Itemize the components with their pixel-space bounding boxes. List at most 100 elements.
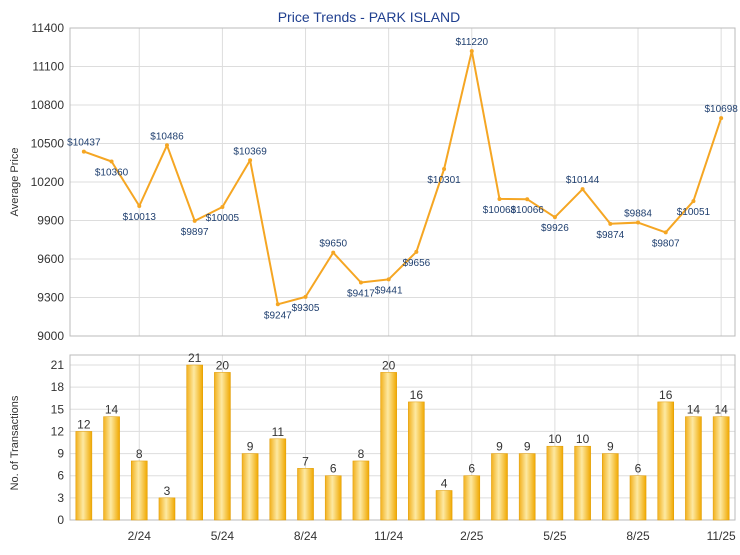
price-data-label: $9656 bbox=[402, 258, 430, 269]
price-data-label: $10698 bbox=[704, 104, 738, 115]
transaction-data-label: 9 bbox=[524, 440, 531, 454]
price-data-label: $10066 bbox=[511, 205, 545, 216]
transaction-bar bbox=[629, 475, 647, 521]
price-point bbox=[414, 249, 419, 254]
transaction-bar bbox=[380, 372, 397, 521]
x-tick-label: 8/24 bbox=[294, 529, 318, 543]
price-point bbox=[303, 294, 308, 299]
price-data-label: $9874 bbox=[596, 230, 624, 241]
price-data-label: $10144 bbox=[566, 175, 600, 186]
price-point bbox=[248, 158, 253, 163]
price-point bbox=[109, 159, 114, 164]
line-y-tick-label: 9900 bbox=[37, 214, 64, 228]
price-data-label: $9650 bbox=[319, 239, 347, 250]
transaction-bar bbox=[408, 401, 425, 521]
bar-y-axis-label: No. of Transactions bbox=[9, 395, 21, 490]
price-data-label: $10437 bbox=[67, 138, 101, 149]
price-line-panel: 9000 9300 9600 9900 10200 10500 10800 11100 1140… bbox=[31, 21, 739, 343]
price-point bbox=[442, 167, 447, 172]
bar-y-tick-label: 21 bbox=[51, 358, 65, 372]
line-plot-frame bbox=[69, 27, 736, 337]
x-tick-label: 11/25 bbox=[707, 529, 736, 543]
price-data-label: $10369 bbox=[233, 146, 267, 157]
price-data-label: $11220 bbox=[455, 37, 488, 48]
transaction-bar bbox=[324, 475, 342, 521]
transaction-bar bbox=[712, 416, 730, 521]
price-data-label: $10068 bbox=[483, 205, 517, 216]
price-point bbox=[469, 49, 474, 54]
price-point bbox=[663, 230, 668, 235]
bar-y-tick-label: 6 bbox=[57, 469, 64, 483]
x-tick-label: 11/24 bbox=[374, 529, 403, 543]
price-point bbox=[81, 149, 86, 154]
price-data-label: $9247 bbox=[264, 310, 292, 321]
line-y-tick-label: 10800 bbox=[31, 98, 65, 112]
price-point bbox=[719, 116, 724, 121]
line-y-tick-label: 11100 bbox=[32, 60, 64, 74]
price-data-label: $9441 bbox=[375, 285, 403, 296]
price-point bbox=[137, 203, 142, 208]
transaction-data-label: 12 bbox=[77, 417, 91, 431]
price-data-label: $10301 bbox=[427, 175, 461, 186]
transaction-data-label: 10 bbox=[576, 432, 590, 446]
transaction-bar bbox=[518, 453, 536, 521]
transaction-data-label: 6 bbox=[330, 462, 337, 476]
price-data-label: $9884 bbox=[624, 209, 652, 220]
line-y-tick-label: 11400 bbox=[32, 21, 65, 35]
bar-y-tick-label: 15 bbox=[51, 402, 65, 416]
transaction-bar bbox=[602, 453, 619, 521]
transaction-bar bbox=[546, 445, 564, 521]
transaction-bar bbox=[657, 401, 675, 521]
bar-y-tick-label: 9 bbox=[57, 447, 64, 461]
transaction-data-label: 6 bbox=[468, 462, 475, 476]
price-point bbox=[386, 277, 391, 282]
x-tick-label: 2/24 bbox=[128, 529, 152, 543]
x-tick-label: 8/25 bbox=[626, 529, 650, 543]
transaction-bar bbox=[491, 453, 508, 521]
transaction-bar bbox=[574, 445, 591, 521]
price-data-label: $9897 bbox=[181, 227, 209, 238]
price-point bbox=[358, 280, 363, 285]
price-point bbox=[525, 197, 530, 202]
transaction-data-label: 6 bbox=[635, 462, 642, 476]
chart-title: Price Trends - PARK ISLAND bbox=[278, 9, 461, 25]
transaction-data-label: 16 bbox=[410, 388, 424, 402]
transaction-bar bbox=[463, 475, 481, 521]
transaction-data-label: 3 bbox=[164, 484, 171, 498]
price-data-label: $10486 bbox=[150, 131, 184, 142]
bar-y-tick-label: 18 bbox=[51, 380, 65, 394]
price-point bbox=[164, 143, 169, 148]
transaction-bar bbox=[103, 416, 120, 521]
transaction-data-label: 7 bbox=[302, 454, 309, 468]
bar-plot-frame bbox=[69, 354, 736, 521]
bar-y-tick-label: 3 bbox=[57, 491, 64, 505]
transaction-bar bbox=[685, 416, 702, 521]
transaction-bar bbox=[158, 497, 176, 521]
price-point bbox=[192, 218, 197, 223]
transaction-data-label: 10 bbox=[548, 432, 562, 446]
price-point bbox=[275, 302, 280, 307]
transaction-bar bbox=[297, 468, 314, 521]
transaction-data-label: 4 bbox=[441, 476, 448, 490]
transaction-data-label: 20 bbox=[216, 358, 230, 372]
price-data-label: $9926 bbox=[541, 223, 569, 234]
line-y-tick-label: 10200 bbox=[31, 175, 65, 189]
line-y-axis-label: Average Price bbox=[9, 148, 21, 217]
transaction-data-label: 20 bbox=[382, 358, 396, 372]
transaction-data-label: 14 bbox=[714, 403, 728, 417]
bar-y-tick-label: 0 bbox=[57, 513, 64, 527]
price-point bbox=[552, 215, 557, 220]
transaction-bar bbox=[130, 460, 148, 521]
price-line-series bbox=[83, 50, 723, 306]
price-data-label: $10005 bbox=[206, 213, 240, 224]
price-data-label: $10360 bbox=[95, 167, 129, 178]
transaction-bar bbox=[75, 431, 93, 521]
transaction-bar bbox=[241, 453, 259, 521]
transaction-data-label: 9 bbox=[247, 440, 254, 454]
price-data-label: $9305 bbox=[292, 303, 320, 314]
price-data-label: $10013 bbox=[123, 212, 157, 223]
transaction-data-label: 9 bbox=[607, 440, 614, 454]
price-point bbox=[497, 196, 502, 201]
bar-y-tick-label: 12 bbox=[51, 424, 65, 438]
